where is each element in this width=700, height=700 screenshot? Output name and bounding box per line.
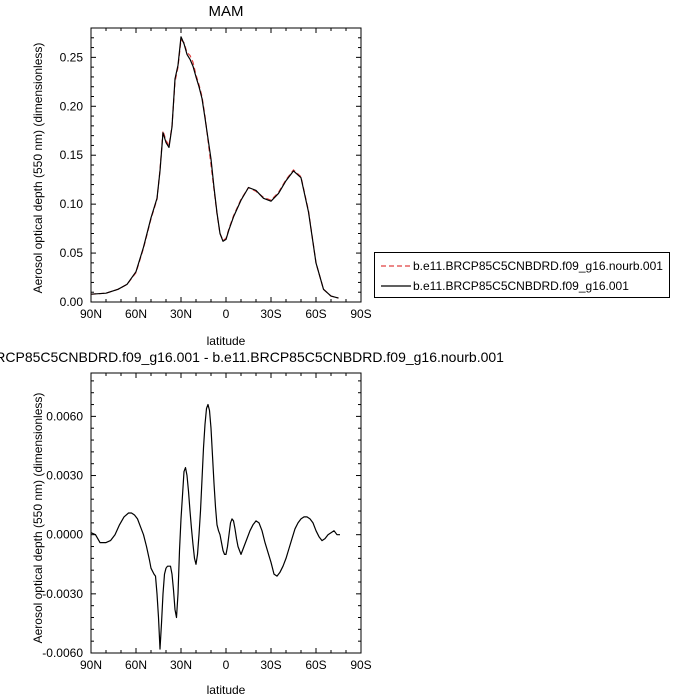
y-tick-label: 0.15: [60, 148, 84, 162]
x-tick-label: 60S: [305, 307, 326, 321]
x-tick-label: 0: [223, 307, 230, 321]
x-tick-label: 90N: [80, 658, 102, 672]
chart-title: MAM: [209, 3, 244, 20]
y-tick-label: 0.00: [60, 295, 84, 309]
legend-swatch-solid: [381, 285, 411, 287]
y-tick-label: -0.0030: [42, 587, 83, 601]
x-axis-label: latitude: [207, 683, 246, 697]
series-line: [90, 403, 340, 650]
y-tick-label: 0.20: [60, 99, 84, 113]
x-tick-label: 30N: [170, 307, 192, 321]
y-tick-label: 0.10: [60, 197, 84, 211]
y-tick-label: 0.05: [60, 246, 84, 260]
panel-bottom: b.e11.BRCP85C5CNBDRD.f09_g16.001 - b.e11…: [0, 349, 504, 697]
legend-swatch-dashed: [381, 265, 411, 267]
x-tick-label: 60N: [125, 307, 147, 321]
x-tick-label: 60N: [125, 658, 147, 672]
panel-top: MAM 90N 60N 30N 0 30S 60S 90S 0.00 0.05 0.10 0.15 0…: [31, 3, 372, 348]
x-tick-label: 90N: [80, 307, 102, 321]
x-tick-label: 30S: [260, 658, 281, 672]
y-tick-label: 0.25: [60, 50, 84, 64]
x-tick-label: 90S: [350, 307, 371, 321]
y-tick-label: 0.0030: [46, 469, 83, 483]
x-axis-label: latitude: [207, 334, 246, 348]
y-axis-label: Aerosol optical depth (550 nm) (dimensio…: [31, 43, 45, 294]
legend-label: b.e11.BRCP85C5CNBDRD.f09_g16.nourb.001: [413, 259, 663, 273]
plot-area: 90N 60N 30N 0 30S 60S 90S 0.00 0.05 0.10 0.15 0.20 0…: [60, 27, 372, 321]
plot-frame: [90, 27, 362, 303]
y-tick-label: 0.0000: [46, 528, 83, 542]
y-axis-label: Aerosol optical depth (550 nm) (dimensio…: [31, 393, 45, 644]
chart-title: b.e11.BRCP85C5CNBDRD.f09_g16.001 - b.e11…: [0, 349, 504, 365]
x-tick-label: 30N: [170, 658, 192, 672]
legend-entry: b.e11.BRCP85C5CNBDRD.f09_g16.001: [381, 277, 629, 295]
legend-entry: b.e11.BRCP85C5CNBDRD.f09_g16.nourb.001: [381, 257, 663, 275]
y-tick-label: -0.0060: [42, 646, 83, 660]
legend-label: b.e11.BRCP85C5CNBDRD.f09_g16.001: [413, 279, 629, 293]
x-tick-label: 90S: [350, 658, 371, 672]
legend: b.e11.BRCP85C5CNBDRD.f09_g16.nourb.001 b…: [374, 252, 670, 298]
series-line-nourb: [90, 39, 339, 299]
series-line: [90, 36, 339, 299]
plot-area: 90N 60N 30N 0 30S 60S 90S -0.0060 -0.0030 0.0000 0…: [42, 372, 372, 672]
y-tick-label: 0.0060: [46, 409, 83, 423]
x-tick-label: 0: [223, 658, 230, 672]
x-tick-label: 60S: [305, 658, 326, 672]
x-tick-label: 30S: [260, 307, 281, 321]
